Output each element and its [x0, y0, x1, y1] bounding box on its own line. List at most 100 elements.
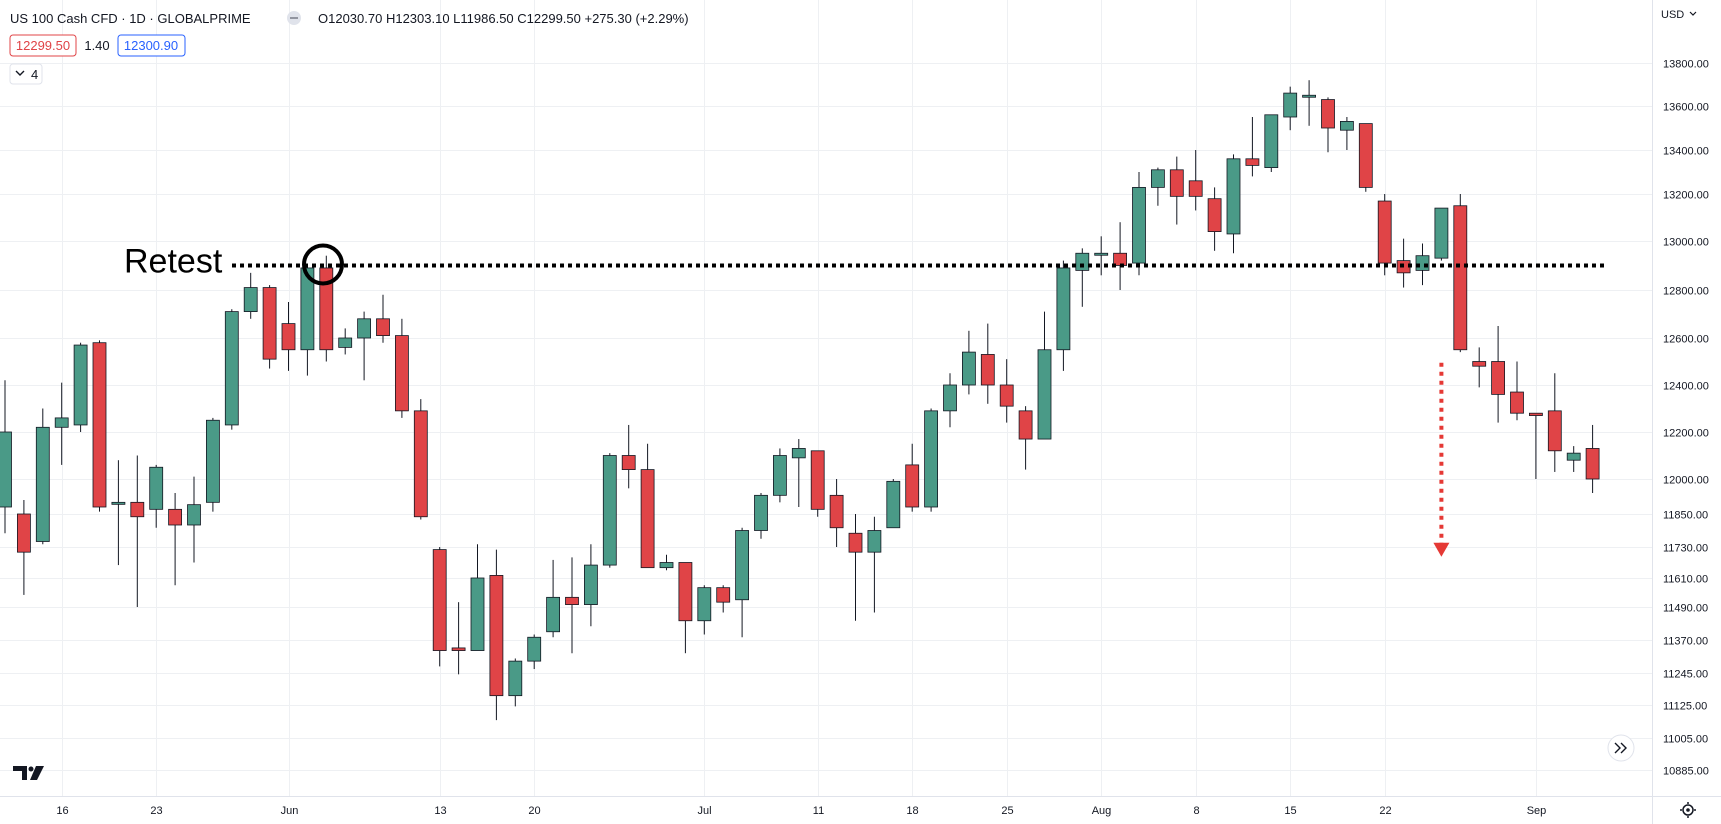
candle-body: [149, 466, 164, 510]
x-tick-label: 16: [56, 805, 68, 817]
candle-up: [943, 373, 957, 428]
candle-down: [1453, 194, 1468, 353]
candle-down: [1018, 406, 1033, 470]
candles: [0, 80, 1600, 721]
candle-body: [357, 318, 372, 339]
candle-up: [243, 272, 258, 319]
collapse-icon[interactable]: [287, 11, 301, 25]
candle-up: [1037, 311, 1052, 440]
candle-body: [1094, 252, 1109, 256]
candle-down: [16, 500, 31, 595]
candle-body: [1377, 200, 1392, 264]
x-tick-label: 23: [150, 805, 162, 817]
candle-up: [1132, 172, 1146, 276]
symbol-title[interactable]: US 100 Cash CFD · 1D · GLOBALPRIME: [10, 11, 251, 26]
candle-down: [262, 285, 277, 369]
candle-up: [1302, 80, 1316, 126]
candle-up: [962, 330, 976, 395]
candle-body: [1283, 92, 1298, 118]
y-tick-label: 13000.00: [1663, 237, 1709, 249]
candle-body: [678, 562, 693, 622]
candle-down: [489, 549, 504, 721]
candle-body: [1415, 255, 1430, 271]
ask-badge[interactable]: 12300.90: [117, 34, 186, 57]
gear-icon[interactable]: [1680, 802, 1696, 818]
tradingview-logo-icon[interactable]: [13, 766, 44, 780]
retest-label: Retest: [124, 243, 223, 281]
candle-down: [1510, 361, 1524, 421]
x-tick-label: 18: [906, 805, 918, 817]
candle-body: [697, 587, 712, 622]
candle-down: [640, 443, 655, 569]
candle-up: [1151, 167, 1165, 206]
candle-body: [1226, 158, 1241, 235]
candle-down: [1377, 194, 1392, 276]
candle-up: [1283, 86, 1298, 131]
candle-up: [300, 265, 315, 376]
candle-up: [697, 585, 712, 635]
candle-body: [73, 344, 88, 426]
y-axis-labels[interactable]: 10885.00 11005.00 11125.00 11245.00 11370.00…: [1663, 59, 1709, 778]
x-tick-label: Jul: [697, 805, 711, 817]
currency-selector[interactable]: USD: [1661, 9, 1697, 21]
candle-down: [92, 340, 107, 512]
spread-value: 1.40: [84, 38, 109, 53]
candle-body: [1510, 391, 1524, 414]
candle-down: [394, 318, 409, 418]
candle-body: [1358, 123, 1373, 188]
candle-body: [773, 455, 787, 496]
candle-body: [1321, 99, 1335, 129]
candle-body: [1169, 169, 1184, 197]
x-tick-label: 13: [434, 805, 446, 817]
candle-down: [980, 323, 995, 404]
candle-down: [451, 602, 466, 675]
candle-body: [602, 455, 617, 566]
candle-body: [962, 351, 976, 386]
candle-down: [413, 399, 428, 520]
candle-body: [867, 530, 882, 553]
double-chevron-right-icon: [1614, 742, 1627, 754]
y-tick-label: 10885.00: [1663, 766, 1709, 778]
candle-down: [1585, 424, 1600, 493]
ohlc-readout: O12030.70 H12303.10 L11986.50 C12299.50 …: [318, 11, 689, 26]
candle-up: [1075, 248, 1090, 307]
candle-down: [1472, 347, 1487, 388]
candle-down: [621, 424, 636, 489]
candle-body: [735, 530, 749, 601]
y-tick-label: 11850.00: [1663, 510, 1708, 522]
scroll-to-realtime-button[interactable]: [1607, 734, 1635, 762]
indicators-toggle[interactable]: 4: [9, 63, 43, 85]
candle-down: [168, 493, 183, 586]
candle-up: [527, 634, 542, 670]
x-tick-label: 22: [1379, 805, 1391, 817]
candle-up: [1340, 117, 1354, 150]
candle-body: [565, 596, 579, 605]
annotations: Retest: [124, 243, 1604, 557]
candle-down: [716, 585, 731, 613]
candle-up: [54, 382, 69, 465]
candle-down: [1529, 412, 1543, 479]
candle-body: [584, 564, 598, 605]
candle-body: [1547, 410, 1562, 452]
candle-body: [527, 636, 542, 662]
candle-body: [243, 287, 258, 312]
candle-down: [1321, 97, 1335, 153]
candle-body: [319, 267, 334, 351]
candle-body: [1491, 361, 1505, 395]
y-tick-label: 11245.00: [1663, 669, 1708, 681]
candle-body: [980, 354, 995, 386]
candle-up: [224, 309, 239, 430]
candle-down: [319, 255, 334, 362]
candle-up: [357, 311, 372, 381]
x-axis-labels[interactable]: 16 23 Jun 13 20 Jul 11 18 25 Aug 8 15 22 Sep: [56, 805, 1546, 817]
candle-up: [924, 408, 938, 512]
bid-badge[interactable]: 12299.50: [9, 34, 77, 57]
candle-body: [716, 587, 731, 603]
candle-body: [111, 501, 126, 505]
y-tick-label: 13800.00: [1663, 59, 1709, 71]
retest-circle: [302, 243, 344, 286]
candle-body: [791, 448, 806, 459]
y-tick-label: 11730.00: [1663, 543, 1708, 555]
candle-down: [1207, 187, 1222, 251]
